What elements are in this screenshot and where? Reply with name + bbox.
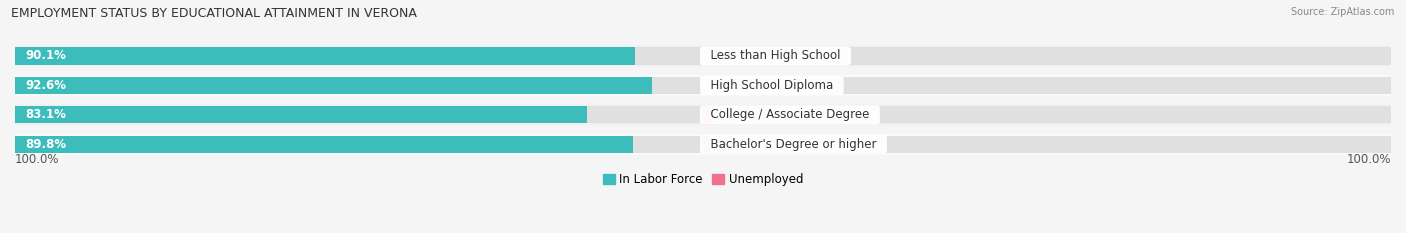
Text: College / Associate Degree: College / Associate Degree xyxy=(703,108,877,121)
Text: 92.6%: 92.6% xyxy=(25,79,66,92)
Text: 100.0%: 100.0% xyxy=(15,153,59,166)
FancyBboxPatch shape xyxy=(15,75,1391,96)
Bar xyxy=(15,48,703,65)
Bar xyxy=(15,106,586,123)
Bar xyxy=(703,136,1391,153)
Text: 90.1%: 90.1% xyxy=(25,49,66,62)
Bar xyxy=(15,77,703,94)
Text: 1.0%: 1.0% xyxy=(720,138,749,151)
Text: High School Diploma: High School Diploma xyxy=(703,79,841,92)
Text: Source: ZipAtlas.com: Source: ZipAtlas.com xyxy=(1291,7,1395,17)
Legend: In Labor Force, Unemployed: In Labor Force, Unemployed xyxy=(598,168,808,191)
Bar xyxy=(15,106,703,123)
Bar xyxy=(703,106,1391,123)
FancyBboxPatch shape xyxy=(15,46,1391,66)
Bar xyxy=(15,136,633,153)
Text: EMPLOYMENT STATUS BY EDUCATIONAL ATTAINMENT IN VERONA: EMPLOYMENT STATUS BY EDUCATIONAL ATTAINM… xyxy=(11,7,418,20)
Bar xyxy=(15,48,636,65)
Text: 0.0%: 0.0% xyxy=(713,49,742,62)
Text: 1.5%: 1.5% xyxy=(724,108,754,121)
Text: 89.8%: 89.8% xyxy=(25,138,66,151)
FancyBboxPatch shape xyxy=(15,105,1391,125)
Text: 100.0%: 100.0% xyxy=(1347,153,1391,166)
Text: Bachelor's Degree or higher: Bachelor's Degree or higher xyxy=(703,138,884,151)
Bar xyxy=(703,77,1391,94)
Text: Less than High School: Less than High School xyxy=(703,49,848,62)
Bar xyxy=(703,136,710,153)
Text: 83.1%: 83.1% xyxy=(25,108,66,121)
Bar xyxy=(15,136,703,153)
Bar xyxy=(703,106,713,123)
Bar xyxy=(15,77,652,94)
Text: 0.0%: 0.0% xyxy=(713,79,742,92)
FancyBboxPatch shape xyxy=(15,134,1391,155)
Bar xyxy=(703,48,1391,65)
